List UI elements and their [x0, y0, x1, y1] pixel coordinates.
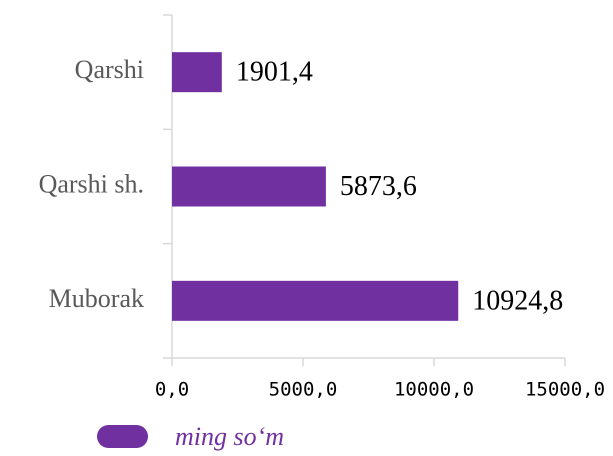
legend-swatch [97, 425, 148, 448]
x-tick-label: 5000,0 [269, 379, 338, 401]
x-tick-label: 15000,0 [525, 379, 605, 401]
bar [172, 166, 326, 207]
x-tick-label: 10000,0 [394, 379, 474, 401]
category-label: Qarshi [75, 55, 144, 84]
category-label: Qarshi sh. [39, 169, 144, 198]
value-label: 1901,4 [236, 57, 313, 88]
value-label: 5873,6 [340, 171, 417, 202]
x-tick-label: 0,0 [155, 379, 189, 401]
bar [172, 52, 222, 93]
legend-label: ming so‘m [175, 422, 284, 451]
bar [172, 280, 459, 321]
category-label: Muborak [49, 284, 144, 313]
value-label: 10924,8 [472, 285, 563, 316]
